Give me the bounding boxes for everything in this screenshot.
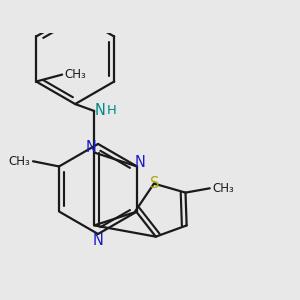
Text: CH₃: CH₃ [212, 182, 234, 195]
Text: CH₃: CH₃ [9, 155, 31, 168]
Text: H: H [107, 104, 116, 118]
Text: N: N [135, 155, 146, 170]
Text: N: N [85, 140, 96, 155]
Text: N: N [95, 103, 106, 118]
Text: N: N [93, 232, 104, 247]
Text: CH₃: CH₃ [65, 68, 86, 81]
Text: S: S [150, 176, 160, 191]
